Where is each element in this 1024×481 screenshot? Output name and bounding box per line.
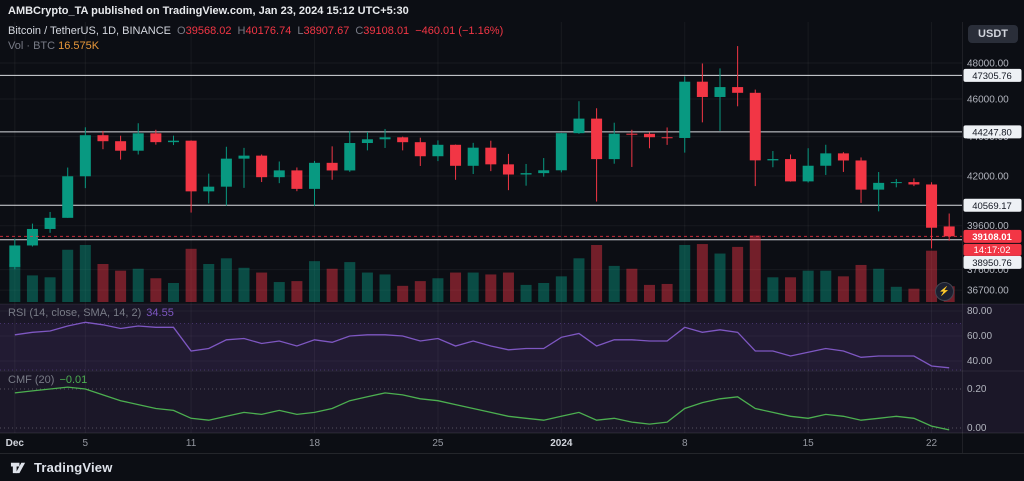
svg-text:25: 25 [432, 438, 444, 449]
low-value: 38907.67 [303, 25, 350, 37]
rsi-label: RSI (14, close, SMA, 14, 2) [8, 307, 142, 319]
svg-text:60.00: 60.00 [967, 331, 992, 342]
svg-text:44247.80: 44247.80 [972, 127, 1012, 138]
svg-text:Dec: Dec [6, 438, 25, 449]
volume-value: 16.575K [58, 40, 100, 52]
rsi-legend[interactable]: RSI (14, close, SMA, 14, 2) 34.55 [8, 307, 174, 319]
tradingview-logo-icon[interactable] [10, 459, 27, 476]
cmf-label: CMF (20) [8, 374, 55, 386]
svg-text:36700.00: 36700.00 [967, 286, 1009, 297]
svg-text:37600.00: 37600.00 [967, 265, 1009, 276]
footer: TradingView [0, 453, 1024, 481]
close-value: 39108.01 [363, 25, 410, 37]
header-attribution: AMBCrypto_TA published on TradingView.co… [8, 5, 409, 17]
open-label: O [177, 25, 186, 37]
svg-text:2024: 2024 [550, 438, 573, 449]
rsi-value: 34.55 [146, 307, 174, 319]
open-value: 39568.02 [185, 25, 232, 37]
tradingview-brand[interactable]: TradingView [34, 460, 113, 475]
low-label: L [297, 25, 304, 37]
symbol-legend[interactable]: Bitcoin / TetherUS, 1D, BINANCE O39568.02… [8, 25, 503, 37]
high-label: H [237, 25, 246, 37]
svg-text:8: 8 [682, 438, 688, 449]
cmf-value: −0.01 [59, 374, 88, 386]
svg-text:47305.76: 47305.76 [972, 71, 1012, 82]
volume-legend[interactable]: Vol · BTC 16.575K [8, 40, 99, 52]
svg-text:40569.17: 40569.17 [972, 201, 1012, 212]
svg-text:11: 11 [186, 438, 197, 449]
svg-text:42000.00: 42000.00 [967, 171, 1009, 182]
currency-toggle-button[interactable]: USDT [968, 25, 1018, 43]
svg-text:48000.00: 48000.00 [967, 59, 1009, 70]
svg-text:18: 18 [309, 438, 321, 449]
high-value: 40176.74 [245, 25, 292, 37]
svg-text:5: 5 [83, 438, 89, 449]
cmf-legend[interactable]: CMF (20) −0.01 [8, 374, 87, 386]
lightning-icon: ⚡ [938, 286, 951, 296]
svg-text:39600.00: 39600.00 [967, 221, 1009, 232]
svg-text:0.20: 0.20 [967, 384, 987, 395]
svg-text:15: 15 [803, 438, 815, 449]
close-label: C [355, 25, 364, 37]
svg-text:40.00: 40.00 [967, 356, 992, 367]
svg-text:22: 22 [926, 438, 938, 449]
volume-label: Vol · BTC [8, 40, 56, 52]
svg-text:38950.76: 38950.76 [972, 258, 1012, 269]
svg-text:80.00: 80.00 [967, 306, 992, 317]
svg-text:39108.01: 39108.01 [972, 232, 1012, 243]
svg-text:14:17:02: 14:17:02 [974, 245, 1011, 256]
change-value: −460.01 (−1.16%) [415, 25, 504, 37]
svg-text:0.00: 0.00 [967, 423, 987, 434]
symbol-title[interactable]: Bitcoin / TetherUS, 1D, BINANCE [8, 25, 172, 37]
svg-text:46000.00: 46000.00 [967, 95, 1009, 106]
instant-trading-button[interactable]: ⚡ [935, 282, 954, 301]
